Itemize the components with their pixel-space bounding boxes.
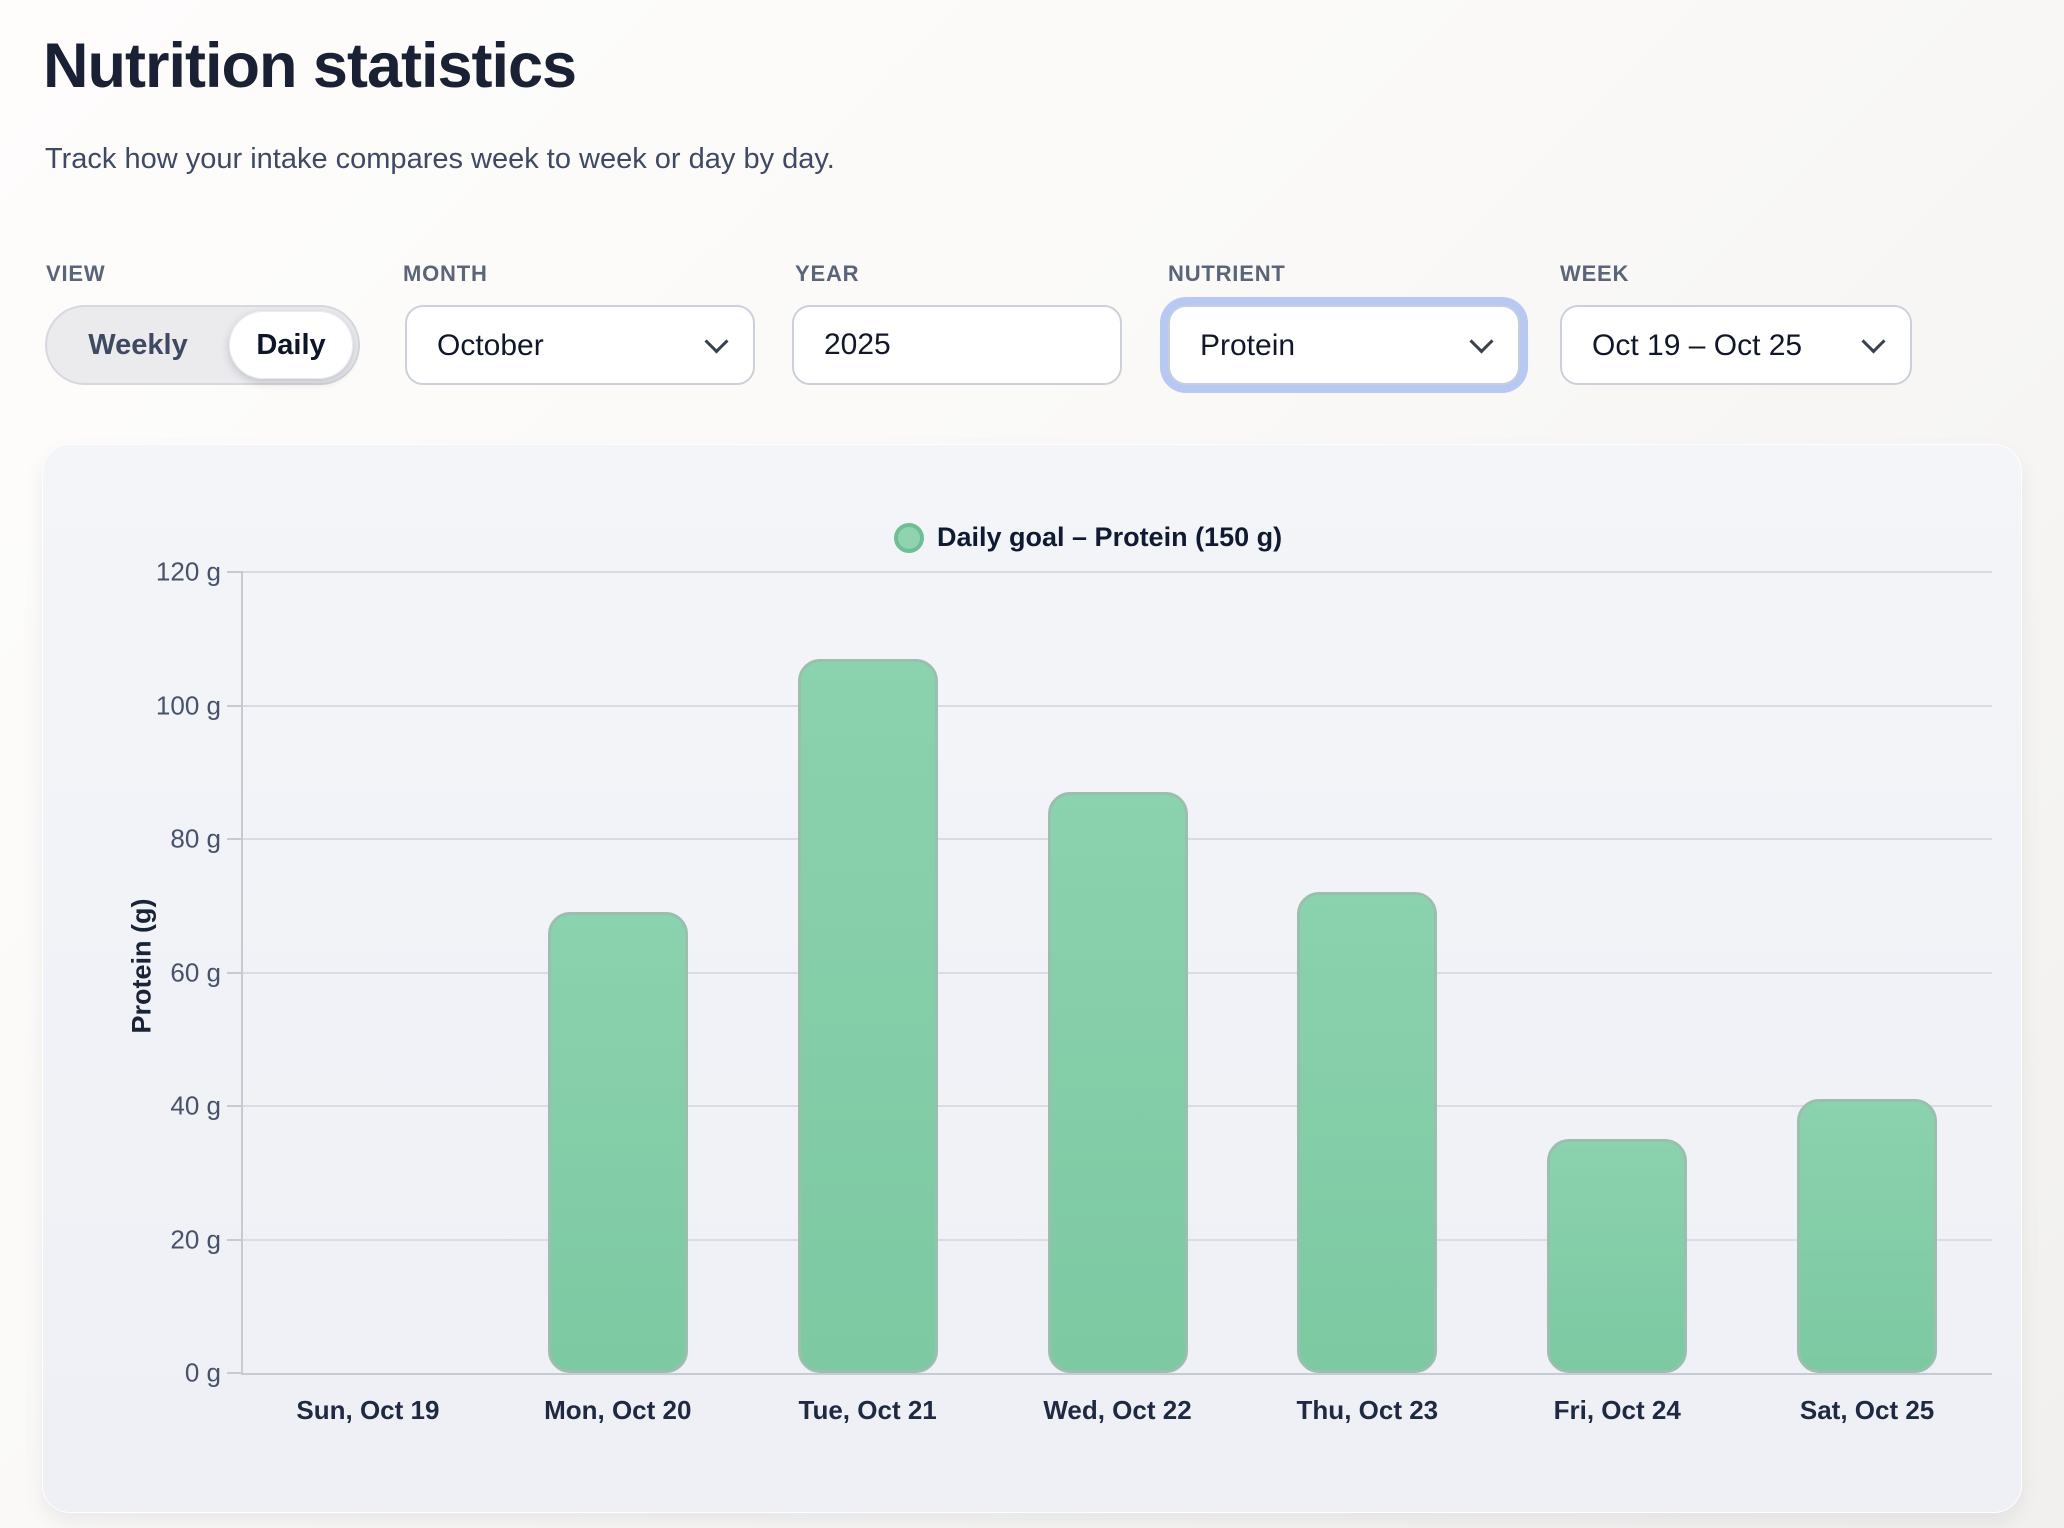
bar-sat-oct-25[interactable] bbox=[1797, 1099, 1938, 1373]
x-axis-label: Thu, Oct 23 bbox=[1296, 1395, 1439, 1425]
y-tick-label: 20 g bbox=[170, 1224, 221, 1254]
view-toggle[interactable]: Weekly Daily bbox=[45, 305, 360, 385]
bar-fri-oct-24[interactable] bbox=[1547, 1139, 1688, 1373]
bar-wed-oct-22[interactable] bbox=[1047, 792, 1188, 1373]
x-axis-label: Wed, Oct 22 bbox=[1043, 1395, 1192, 1425]
y-tick-mark bbox=[227, 1105, 243, 1107]
x-axis-label: Sat, Oct 25 bbox=[1799, 1395, 1935, 1425]
y-tick-mark bbox=[227, 1372, 243, 1374]
month-filter-label: MONTH bbox=[403, 261, 488, 286]
y-tick-label: 100 g bbox=[155, 690, 221, 720]
month-select[interactable]: October bbox=[405, 305, 755, 385]
week-select[interactable]: Oct 19 – Oct 25 bbox=[1560, 305, 1912, 385]
x-axis-label: Fri, Oct 24 bbox=[1553, 1395, 1681, 1425]
bar-thu-oct-23[interactable] bbox=[1297, 892, 1438, 1373]
y-tick-mark bbox=[227, 971, 243, 974]
x-axis-label: Sun, Oct 19 bbox=[296, 1395, 440, 1425]
page-title: Nutrition statistics bbox=[43, 31, 577, 101]
y-tick-mark bbox=[227, 704, 243, 707]
nutrient-filter-label: NUTRIENT bbox=[1168, 261, 1286, 286]
bar-mon-oct-20[interactable] bbox=[547, 912, 688, 1373]
y-tick-label: 120 g bbox=[155, 556, 221, 587]
chart-legend: Daily goal – Protein (150 g) bbox=[894, 522, 1282, 553]
y-tick-label: 0 g bbox=[184, 1357, 221, 1388]
week-filter-label: WEEK bbox=[1560, 261, 1630, 286]
gridline-100g bbox=[243, 704, 1992, 707]
bar-tue-oct-21[interactable] bbox=[797, 658, 938, 1373]
nutrient-select[interactable]: Protein bbox=[1168, 305, 1520, 385]
y-tick-label: 80 g bbox=[170, 823, 221, 854]
y-tick-mark bbox=[227, 571, 243, 573]
y-axis-title: Protein (g) bbox=[126, 898, 157, 1034]
page-subtitle: Track how your intake compares week to w… bbox=[45, 143, 835, 175]
view-option-daily[interactable]: Daily bbox=[229, 311, 353, 379]
y-tick-mark bbox=[227, 1238, 243, 1241]
y-tick-label: 60 g bbox=[170, 957, 221, 987]
year-filter-label: YEAR bbox=[795, 261, 860, 286]
y-tick-mark bbox=[227, 838, 243, 840]
year-input[interactable] bbox=[792, 305, 1122, 385]
chart-panel: Daily goal – Protein (150 g) Protein (g)… bbox=[42, 444, 2022, 1513]
view-option-weekly[interactable]: Weekly bbox=[47, 307, 229, 383]
bar-chart-plot-area: 120 g 100 g 80 g 60 g 40 g 20 g 0 g Sun, Oct 19… bbox=[156, 557, 1992, 1425]
gridline-120g bbox=[243, 571, 1992, 573]
x-axis-label: Tue, Oct 21 bbox=[798, 1395, 937, 1425]
legend-swatch-icon bbox=[894, 522, 924, 553]
view-filter-label: VIEW bbox=[46, 261, 106, 286]
x-axis-label: Mon, Oct 20 bbox=[544, 1395, 692, 1425]
legend-label: Daily goal – Protein (150 g) bbox=[937, 522, 1283, 552]
y-tick-label: 40 g bbox=[170, 1090, 221, 1121]
